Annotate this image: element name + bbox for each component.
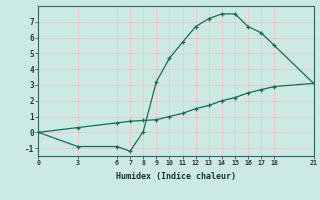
X-axis label: Humidex (Indice chaleur): Humidex (Indice chaleur) [116, 172, 236, 181]
